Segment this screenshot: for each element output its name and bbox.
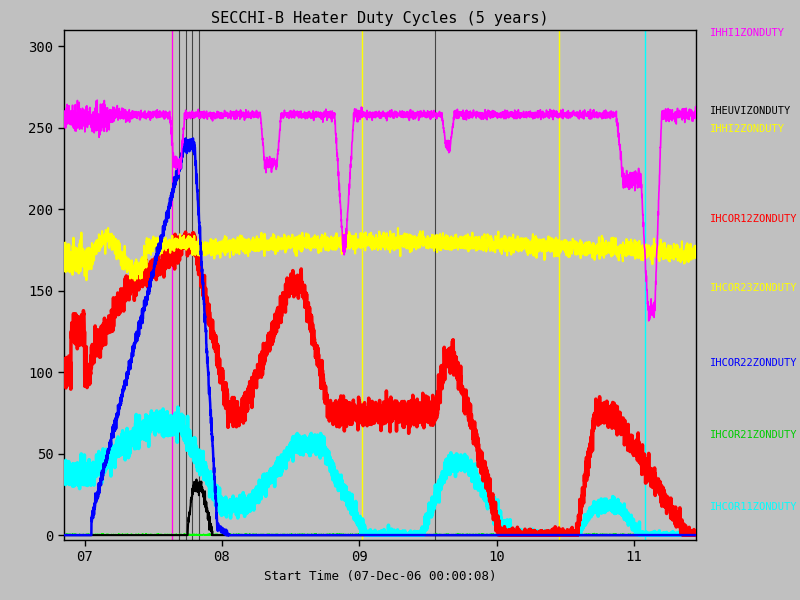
X-axis label: Start Time (07-Dec-06 00:00:08): Start Time (07-Dec-06 00:00:08) — [264, 570, 496, 583]
Text: IHHI1ZONDUTY: IHHI1ZONDUTY — [710, 28, 785, 38]
Text: IHCOR22ZONDUTY: IHCOR22ZONDUTY — [710, 358, 797, 368]
Text: IHCOR23ZONDUTY: IHCOR23ZONDUTY — [710, 283, 797, 293]
Text: IHCOR12ZONDUTY: IHCOR12ZONDUTY — [710, 214, 797, 224]
Text: IHCOR21ZONDUTY: IHCOR21ZONDUTY — [710, 430, 797, 440]
Text: IHCOR11ZONDUTY: IHCOR11ZONDUTY — [710, 502, 797, 512]
Text: IHHI2ZONDUTY: IHHI2ZONDUTY — [710, 124, 785, 134]
Text: IHEUVIZONDUTY: IHEUVIZONDUTY — [710, 106, 791, 116]
Title: SECCHI-B Heater Duty Cycles (5 years): SECCHI-B Heater Duty Cycles (5 years) — [211, 11, 549, 26]
